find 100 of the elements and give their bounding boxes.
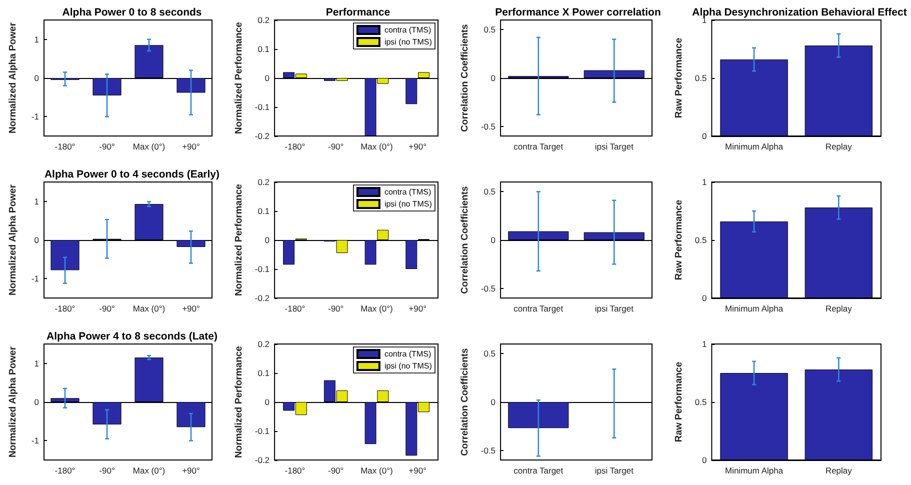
y-tick-label: 0 — [34, 73, 40, 83]
x-tick-label: Replay — [825, 304, 853, 314]
y-axis-title: Normalized Performance — [234, 22, 244, 134]
y-tick-label: 0 — [490, 397, 496, 407]
chart-title: Performance X Power correlation — [495, 6, 661, 18]
y-axis-title: Normalized Performance — [234, 346, 244, 458]
y-tick-label: -1 — [31, 436, 40, 446]
x-tick-label: -180° — [284, 142, 306, 152]
y-tick-label: -1 — [31, 274, 40, 284]
y-axis-title: Normalized Alpha Power — [8, 184, 18, 296]
y-tick-label: 0.2 — [258, 15, 270, 25]
y-tick-label: 1 — [34, 358, 40, 368]
y-tick-label: 0 — [702, 293, 707, 303]
y-axis-title: Raw Performance — [674, 200, 684, 280]
y-axis-title: Normalized Performance — [234, 184, 244, 296]
legend-label: contra (TMS) — [384, 350, 432, 358]
y-tick-label: 1 — [34, 196, 40, 206]
x-tick-label: +90° — [408, 466, 426, 476]
x-tick-label: contra Target — [514, 142, 564, 152]
y-tick-label: 0 — [264, 235, 270, 245]
y-tick-label: -0.1 — [254, 426, 270, 436]
y-tick-label: 0.1 — [258, 44, 270, 54]
x-tick-label: contra Target — [514, 466, 564, 476]
x-tick-label: -90° — [328, 466, 344, 476]
y-tick-label: 1 — [702, 177, 707, 187]
y-tick-label: 0 — [34, 235, 40, 245]
y-axis-title: Correlation Coefficients — [460, 186, 470, 294]
y-tick-label: 0 — [490, 73, 496, 83]
x-tick-label: Max (0°) — [360, 304, 393, 314]
y-tick-label: 0.5 — [484, 24, 496, 35]
y-tick-label: -0.2 — [254, 455, 270, 465]
x-tick-label: ipsi Target — [594, 304, 634, 314]
y-tick-label: 0 — [702, 131, 707, 141]
x-tick-label: -90° — [99, 466, 115, 476]
y-tick-label: 0.5 — [694, 235, 707, 245]
legend-label: ipsi (no TMS) — [384, 200, 432, 208]
x-tick-label: +90° — [182, 466, 200, 476]
y-tick-label: -0.2 — [254, 293, 270, 303]
x-tick-label: Replay — [825, 142, 853, 152]
x-tick-label: -90° — [328, 304, 344, 314]
legend-label: ipsi (no TMS) — [384, 38, 432, 46]
x-tick-label: Max (0°) — [360, 466, 393, 476]
x-tick-label: Max (0°) — [132, 466, 166, 476]
y-tick-label: 0.5 — [484, 348, 496, 359]
y-tick-label: 1 — [702, 339, 707, 349]
chart-title: Alpha Power 0 to 8 seconds — [62, 6, 202, 18]
y-tick-label: 1 — [34, 34, 40, 44]
y-tick-label: 0 — [702, 455, 707, 465]
y-tick-label: 0 — [264, 397, 270, 407]
x-tick-label: Max (0°) — [360, 142, 393, 152]
chart-title: Performance — [326, 6, 390, 18]
y-tick-label: 0 — [34, 397, 40, 407]
chart-title: Alpha Desynchronization Behavioral Effect — [692, 6, 908, 18]
x-tick-label: -180° — [284, 466, 306, 476]
x-tick-label: -90° — [99, 304, 115, 314]
x-tick-label: Max (0°) — [132, 142, 166, 152]
y-tick-label: -0.5 — [480, 121, 496, 132]
x-tick-label: -180° — [54, 466, 76, 476]
y-axis-title: Correlation Coefficients — [460, 24, 470, 132]
x-tick-label: Minimum Alpha — [724, 466, 784, 476]
x-tick-label: ipsi Target — [594, 466, 634, 476]
x-tick-label: Minimum Alpha — [724, 304, 784, 314]
x-tick-label: +90° — [182, 304, 200, 314]
y-tick-label: 0.2 — [258, 177, 270, 187]
y-tick-label: 0.2 — [258, 339, 270, 349]
y-axis-title: Raw Performance — [674, 362, 684, 442]
x-tick-label: -180° — [54, 142, 76, 152]
x-tick-label: -90° — [99, 142, 115, 152]
y-tick-label: 0.1 — [258, 368, 270, 378]
y-tick-label: -1 — [31, 112, 40, 122]
chart-title: Alpha Power 0 to 4 seconds (Early) — [44, 168, 220, 180]
x-tick-label: contra Target — [514, 304, 564, 314]
x-tick-label: ipsi Target — [594, 142, 634, 152]
legend-label: ipsi (no TMS) — [384, 362, 432, 370]
y-tick-label: 0.5 — [484, 186, 496, 197]
legend-label: contra (TMS) — [384, 188, 432, 196]
y-axis-title: Normalized Alpha Power — [8, 346, 18, 458]
y-tick-label: -0.1 — [254, 102, 270, 112]
y-tick-label: -0.2 — [254, 131, 270, 141]
y-axis-title: Raw Performance — [674, 38, 684, 118]
y-tick-label: 0.5 — [694, 397, 707, 407]
x-tick-label: +90° — [408, 304, 426, 314]
y-tick-label: -0.1 — [254, 264, 270, 274]
y-tick-label: 0.5 — [694, 73, 707, 83]
x-tick-label: -180° — [284, 304, 306, 314]
y-tick-label: 0 — [264, 73, 270, 83]
x-tick-label: Minimum Alpha — [724, 142, 784, 152]
y-tick-label: -0.5 — [480, 445, 496, 456]
y-tick-label: 0 — [490, 235, 496, 245]
x-tick-label: Max (0°) — [132, 304, 166, 314]
y-tick-label: -0.5 — [480, 283, 496, 294]
chart-title: Alpha Power 4 to 8 seconds (Late) — [46, 330, 218, 342]
y-axis-title: Normalized Alpha Power — [8, 22, 18, 134]
y-axis-title: Correlation Coefficients — [460, 348, 470, 456]
x-tick-label: +90° — [408, 142, 426, 152]
legend-label: contra (TMS) — [384, 26, 432, 34]
x-tick-label: +90° — [182, 142, 200, 152]
x-tick-label: Replay — [825, 466, 853, 476]
x-tick-label: -90° — [328, 142, 344, 152]
y-tick-label: 0.1 — [258, 206, 270, 216]
